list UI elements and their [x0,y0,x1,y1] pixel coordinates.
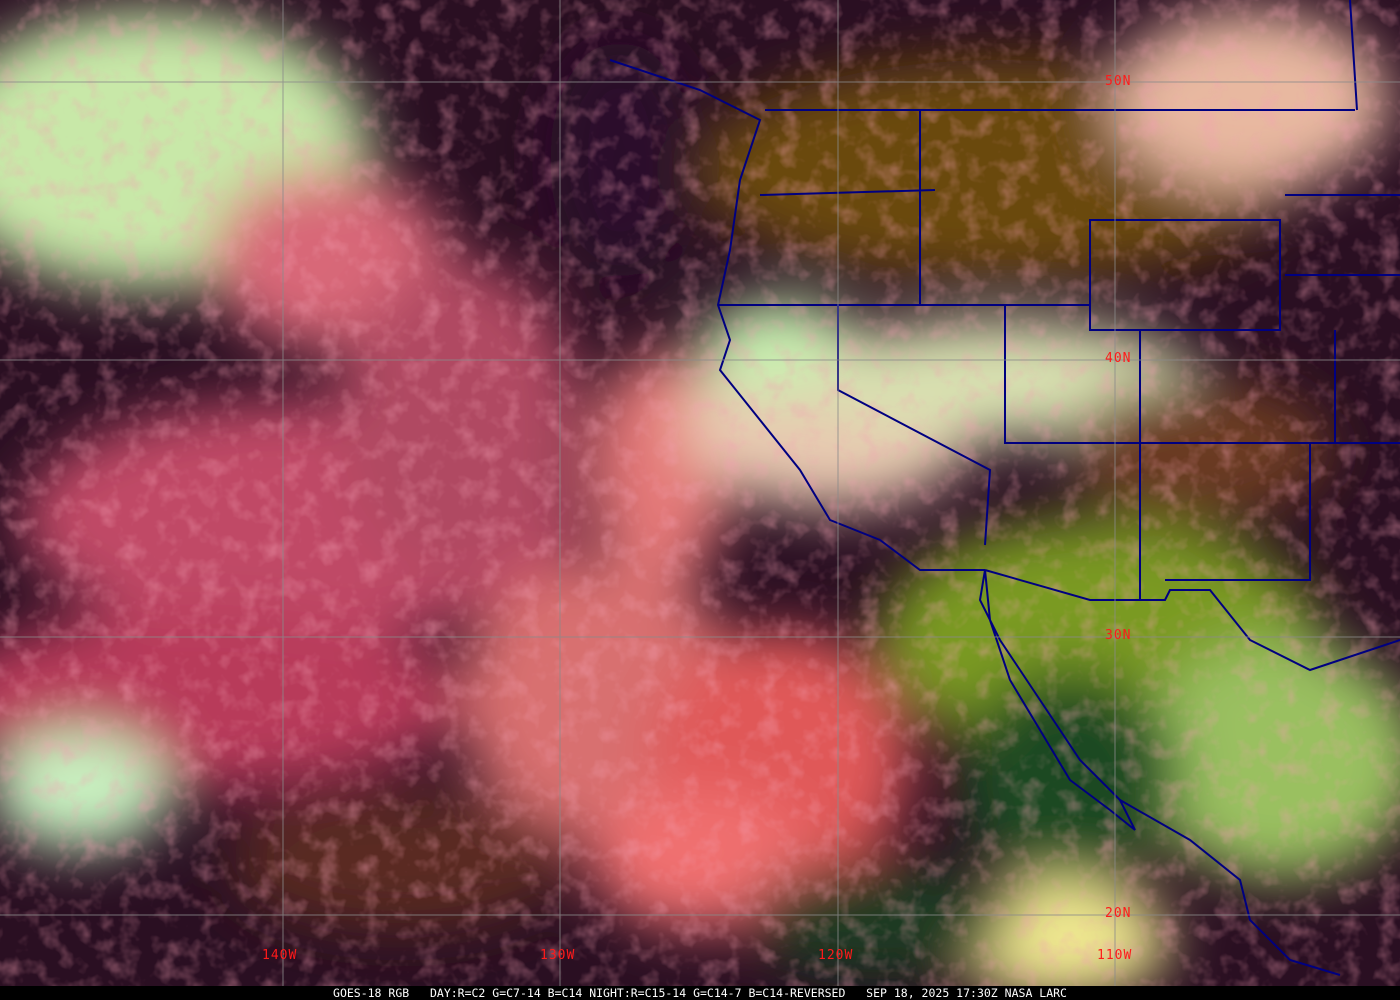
lat-label-30n: 30N [1105,628,1132,643]
caption-satellite: GOES-18 RGB [333,986,410,1000]
coastlines-and-borders [609,0,1400,976]
lat-label-40n: 40N [1105,351,1132,366]
image-caption: GOES-18 RGB DAY:R=C2 G=C7-14 B=C14 NIGHT… [0,986,1400,1000]
lon-label-110w: 110W [1097,948,1133,963]
lon-label-120w: 120W [818,948,854,963]
lat-label-20n: 20N [1105,906,1132,921]
lon-label-140w: 140W [262,948,298,963]
lat-label-50n: 50N [1105,74,1132,89]
caption-credit: NASA LARC [1004,986,1067,1000]
caption-recipe: DAY:R=C2 G=C7-14 B=C14 NIGHT:R=C15-14 G=… [429,986,846,1000]
lon-label-130w: 130W [540,948,576,963]
caption-datetime: SEP 18, 2025 17:30Z [866,986,998,1000]
